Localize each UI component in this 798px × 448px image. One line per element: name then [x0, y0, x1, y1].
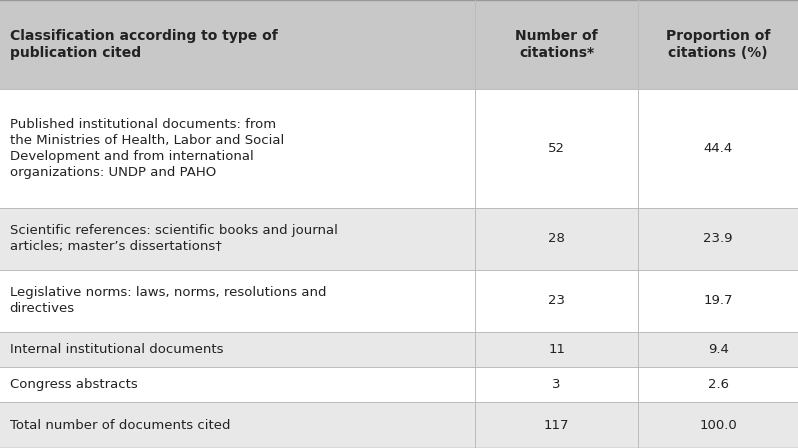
Text: 11: 11: [548, 343, 565, 356]
Text: Classification according to type of
publication cited: Classification according to type of publ…: [10, 29, 278, 60]
Text: 3: 3: [552, 378, 561, 391]
Text: Number of
citations*: Number of citations*: [516, 29, 598, 60]
Text: Scientific references: scientific books and journal
articles; master’s dissertat: Scientific references: scientific books …: [10, 224, 338, 253]
Text: 28: 28: [548, 233, 565, 246]
Bar: [0, 89, 798, 208]
Text: Proportion of
citations (%): Proportion of citations (%): [666, 29, 770, 60]
Text: 19.7: 19.7: [704, 294, 733, 307]
Text: 23: 23: [548, 294, 565, 307]
Text: 2.6: 2.6: [708, 378, 729, 391]
Text: 23.9: 23.9: [704, 233, 733, 246]
Text: 44.4: 44.4: [704, 142, 733, 155]
Bar: [0, 208, 798, 270]
Bar: [0, 367, 798, 402]
Text: Congress abstracts: Congress abstracts: [10, 378, 137, 391]
Text: 100.0: 100.0: [699, 418, 737, 431]
Bar: [0, 402, 798, 448]
Text: 117: 117: [544, 418, 569, 431]
Bar: [0, 270, 798, 332]
Text: Internal institutional documents: Internal institutional documents: [10, 343, 223, 356]
Text: Legislative norms: laws, norms, resolutions and
directives: Legislative norms: laws, norms, resoluti…: [10, 286, 326, 315]
Text: 9.4: 9.4: [708, 343, 729, 356]
Text: Published institutional documents: from
the Ministries of Health, Labor and Soci: Published institutional documents: from …: [10, 118, 284, 179]
Bar: [0, 0, 798, 89]
Text: 52: 52: [548, 142, 565, 155]
Text: Total number of documents cited: Total number of documents cited: [10, 418, 230, 431]
Bar: [0, 332, 798, 367]
